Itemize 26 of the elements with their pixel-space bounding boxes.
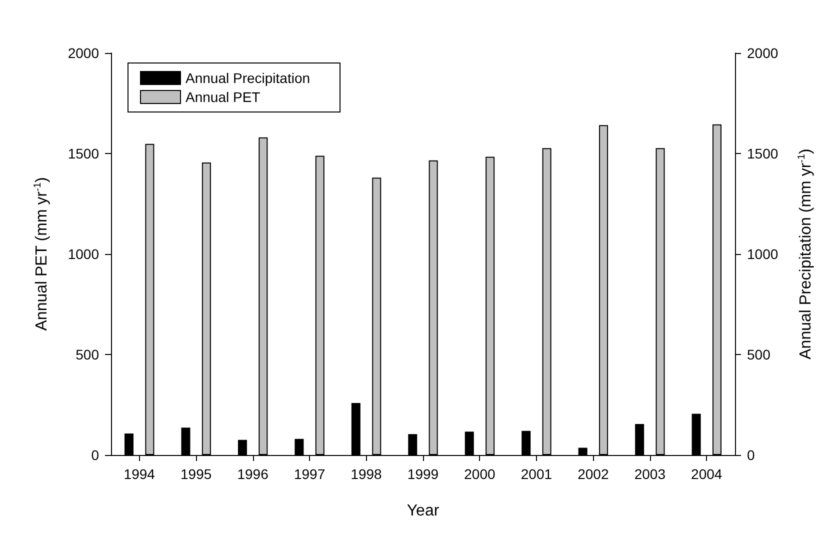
x-tick-label: 1994 [124, 466, 156, 482]
x-axis-title: Year [406, 502, 440, 520]
x-tick-label: 1996 [237, 466, 269, 482]
y2-tick-label: 0 [747, 447, 755, 463]
x-tick-label: 1997 [294, 466, 326, 482]
x-tick-label: 2004 [691, 466, 722, 482]
y-axis-title: Annual PET (mm yr-1) [32, 177, 50, 331]
x-tick-label: 1999 [407, 466, 439, 482]
y-tick-label: 1000 [68, 246, 100, 262]
y-tick-label: 0 [91, 447, 100, 463]
y-tick-label: 500 [76, 346, 100, 362]
x-tick-label: 1995 [180, 466, 212, 482]
y2-tick-label: 1000 [747, 246, 778, 262]
x-tick-label: 1998 [350, 466, 382, 482]
y2-tick-label: 1500 [747, 146, 778, 162]
x-tick-label: 2002 [578, 466, 609, 482]
x-tick-label: 2001 [520, 466, 552, 482]
y2-axis-title: Annual Precipitation (mm yr-1) [796, 148, 814, 360]
x-tick-label: 2003 [634, 466, 666, 482]
y-tick-label: 2000 [68, 45, 100, 61]
y2-tick-label: 500 [747, 346, 771, 362]
y2-tick-label: 2000 [747, 45, 778, 61]
y-tick-label: 1500 [68, 146, 100, 162]
legend-label: Annual PET [186, 89, 261, 105]
legend-label: Annual Precipitation [186, 70, 310, 86]
x-tick-label: 2000 [464, 466, 496, 482]
